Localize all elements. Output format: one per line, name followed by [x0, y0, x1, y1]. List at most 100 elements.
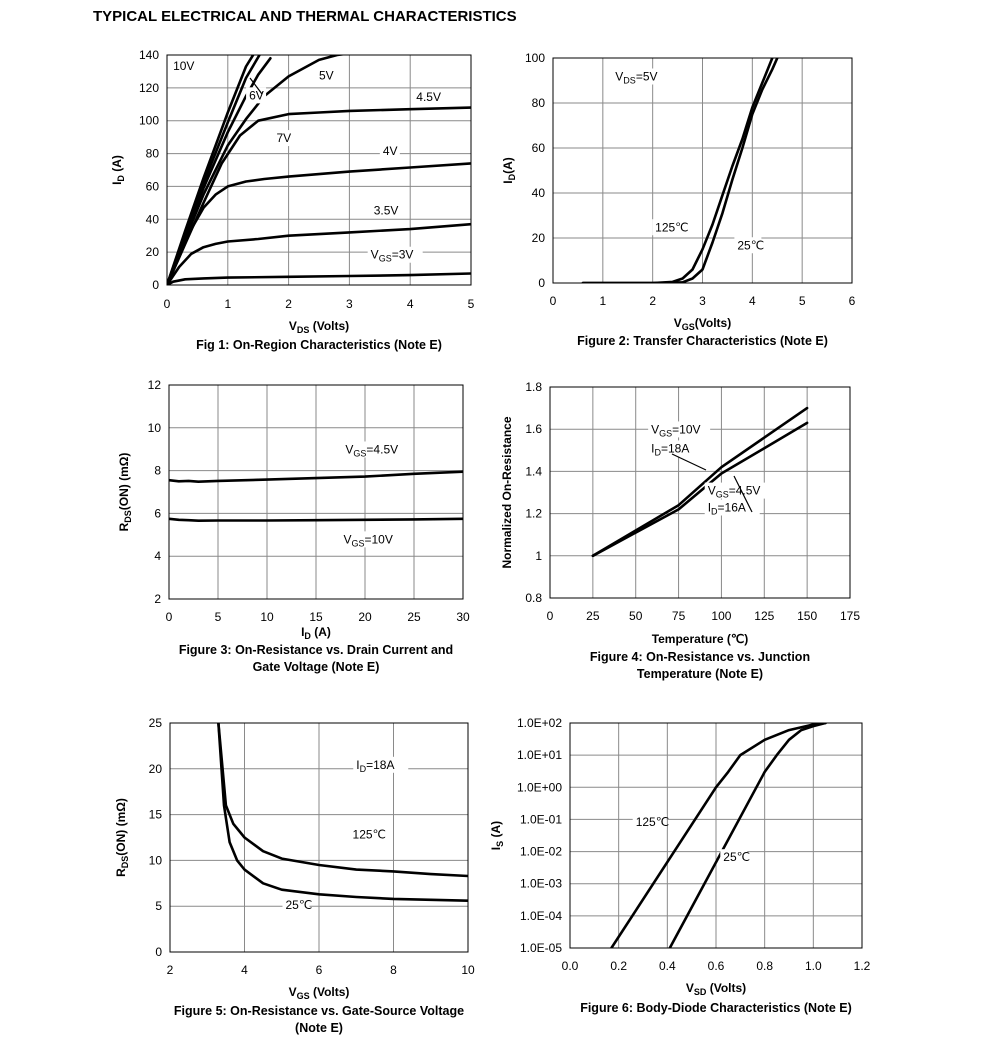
- x-axis-label: VGS​ (Volts): [289, 985, 350, 1001]
- plot-frame: [569, 722, 863, 949]
- annotation-label: VGS​=3V: [371, 248, 414, 264]
- y-tick-label: 1.0E-01: [520, 812, 562, 826]
- y-tick-label: 1.0E+01: [517, 748, 562, 762]
- y-tick-label: 1.0E-02: [520, 845, 562, 859]
- x-axis-label: VSD​ (Volts): [686, 981, 746, 997]
- y-tick-label: 10: [148, 421, 162, 435]
- series-line-0: [610, 723, 827, 948]
- y-tick-label: 6: [154, 506, 161, 520]
- annotation-bg: [316, 67, 336, 84]
- annotation-label: 25℃: [723, 850, 750, 864]
- page-title: TYPICAL ELECTRICAL AND THERMAL CHARACTER…: [93, 8, 517, 25]
- x-tick-label: 15: [309, 610, 323, 624]
- x-tick-label: 8: [390, 963, 397, 977]
- y-tick-label: 8: [154, 464, 161, 478]
- annotation-arrow: [249, 77, 263, 95]
- annotation-bg: [170, 57, 198, 74]
- x-tick-label: 4: [407, 297, 414, 311]
- plot-frame: [552, 57, 853, 284]
- annotation-label: 125℃: [655, 220, 689, 234]
- y-tick-label: 15: [149, 808, 163, 822]
- x-tick-label: 5: [468, 297, 475, 311]
- x-tick-label: 0.2: [610, 959, 627, 973]
- x-tick-label: 0.8: [756, 959, 773, 973]
- annotation-label: 25℃: [737, 238, 764, 252]
- y-tick-label: 20: [149, 762, 163, 776]
- annotation-bg: [340, 531, 403, 548]
- y-tick-label: 1.0E+00: [517, 780, 562, 794]
- series-line-6: [167, 222, 471, 285]
- x-tick-label: 25: [586, 609, 600, 623]
- y-tick-label: 1.0E-05: [520, 941, 562, 955]
- chart-title: Figure 5: On-Resistance vs. Gate-Source …: [174, 1004, 464, 1035]
- plot-frame: [168, 384, 464, 600]
- y-tick-label: 80: [146, 147, 160, 161]
- y-tick-label: 0: [155, 945, 162, 959]
- annotation-label: 25℃: [285, 898, 312, 912]
- y-tick-label: 100: [139, 114, 159, 128]
- y-tick-label: 0: [152, 278, 159, 292]
- x-tick-label: 50: [629, 609, 643, 623]
- x-tick-label: 1: [599, 294, 606, 308]
- annotation-arrow: [733, 475, 753, 513]
- x-tick-label: 125: [754, 609, 774, 623]
- plot-frame: [549, 386, 851, 599]
- x-axis-label: Temperature (℃): [652, 632, 749, 646]
- annotation-bg: [353, 756, 409, 773]
- x-tick-label: 6: [849, 294, 856, 308]
- x-tick-label: 175: [840, 609, 860, 623]
- chart-fig4: 0 25 50 75 100 125 150 175 0.8 1 1.2 1.4 1.6 1.8 Tempe…: [500, 380, 860, 681]
- x-tick-label: 3: [346, 297, 353, 311]
- x-axis-label: ID​ (A): [301, 625, 331, 641]
- y-tick-label: 1.6: [525, 422, 542, 436]
- y-tick-label: 40: [146, 212, 160, 226]
- y-tick-label: 12: [148, 378, 162, 392]
- x-axis-label: VGS​(Volts): [674, 316, 731, 332]
- chart-title: Figure 2: Transfer Characteristics (Note…: [577, 334, 828, 348]
- chart-title: Figure 6: Body-Diode Characteristics (No…: [580, 1001, 852, 1015]
- y-tick-label: 20: [532, 231, 546, 245]
- series-line-5: [167, 162, 471, 285]
- x-tick-label: 0.4: [659, 959, 676, 973]
- annotation-label: VGS​=10V: [343, 532, 392, 548]
- annotation-label: 5V: [319, 69, 334, 83]
- y-tick-label: 1.8: [525, 380, 542, 394]
- x-tick-label: 0.6: [708, 959, 725, 973]
- y-tick-label: 1.0E+02: [517, 716, 562, 730]
- annotation-bg: [612, 68, 668, 85]
- x-tick-label: 4: [749, 294, 756, 308]
- series-line-3: [167, 55, 348, 285]
- annotation-label: ID​=18A: [356, 758, 394, 774]
- annotation-bg: [367, 246, 423, 263]
- y-tick-label: 20: [146, 245, 160, 259]
- annotation-bg: [648, 421, 711, 438]
- chart-title: Figure 4: On-Resistance vs. Junction Temp…: [590, 650, 810, 681]
- annotation-bg: [413, 89, 448, 105]
- annotation-bg: [648, 440, 704, 457]
- annotation-label: ID​=16A: [708, 500, 746, 516]
- y-axis-label: Normalized On-Resistance: [500, 416, 514, 568]
- x-tick-label: 5: [799, 294, 806, 308]
- series-line-7: [167, 272, 471, 285]
- annotation-label: VGS​=10V: [651, 422, 700, 438]
- annotation-label: 3.5V: [374, 203, 399, 217]
- annotation-bg: [370, 202, 405, 219]
- annotation-bg: [704, 499, 760, 516]
- y-axis-label: RDS​(ON) (mΩ): [114, 798, 130, 877]
- annotation-label: 6V: [249, 88, 264, 102]
- x-tick-label: 1: [224, 297, 231, 311]
- chart-title: Fig 1: On-Region Characteristics (Note E…: [196, 338, 442, 352]
- series-line-0: [591, 406, 809, 558]
- chart-title: Figure 3: On-Resistance vs. Drain Curren…: [179, 643, 453, 674]
- y-tick-label: 60: [532, 141, 546, 155]
- y-tick-label: 120: [139, 81, 159, 95]
- x-tick-label: 2: [167, 963, 174, 977]
- y-tick-label: 60: [146, 179, 160, 193]
- annotation-bg: [632, 813, 667, 830]
- chart-fig6: 0.0 0.2 0.4 0.6 0.8 1.0 1.2 1.0E-05 1.0E-04 1.0E-…: [489, 716, 871, 1015]
- series-line-1: [668, 723, 827, 948]
- x-tick-label: 2: [285, 297, 292, 311]
- x-tick-label: 25: [407, 610, 421, 624]
- y-tick-label: 1.4: [525, 464, 542, 478]
